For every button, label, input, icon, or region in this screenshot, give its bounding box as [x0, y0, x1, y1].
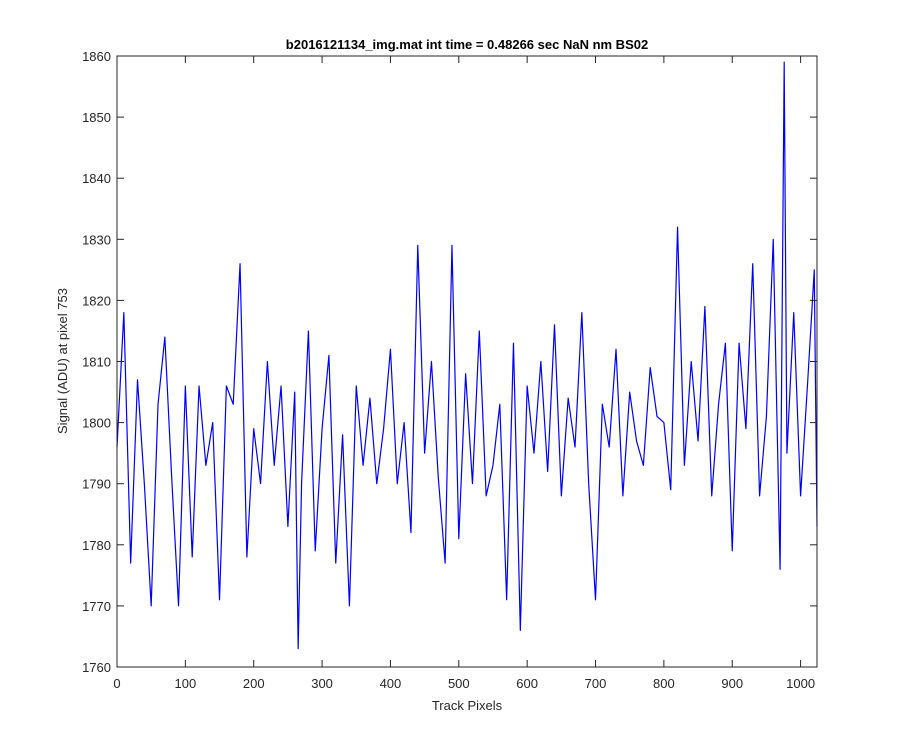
x-tick-label: 400: [380, 676, 402, 691]
y-tick-label: 1850: [82, 110, 111, 125]
series-line: [116, 61, 818, 650]
x-axis-label: Track Pixels: [432, 698, 503, 713]
y-tick-label: 1780: [82, 538, 111, 553]
y-tick-label: 1820: [82, 293, 111, 308]
x-tick-label: 900: [721, 676, 743, 691]
y-tick-label: 1830: [82, 232, 111, 247]
y-tick-label: 1770: [82, 599, 111, 614]
x-tick-label: 500: [448, 676, 470, 691]
y-axis: 1760 1770 1780 1790 1800 1810 1820 1830 1840 1850…: [82, 49, 817, 675]
x-tick-label: 1000: [786, 676, 815, 691]
y-tick-label: 1810: [82, 355, 111, 370]
series-layer: [116, 61, 818, 650]
axes-background: [117, 56, 817, 667]
x-tick-label: 800: [653, 676, 675, 691]
x-tick-label: 100: [175, 676, 197, 691]
x-axis: 0 100 200 300 400 500 600 700 800 900 1000: [113, 56, 815, 691]
y-tick-label: 1790: [82, 477, 111, 492]
x-tick-label: 0: [113, 676, 120, 691]
x-tick-label: 700: [585, 676, 607, 691]
y-tick-label: 1840: [82, 171, 111, 186]
x-tick-label: 200: [243, 676, 265, 691]
x-tick-label: 600: [516, 676, 538, 691]
x-tick-label: 300: [311, 676, 333, 691]
y-tick-label: 1860: [82, 49, 111, 64]
y-tick-label: 1800: [82, 416, 111, 431]
chart-title: b2016121134_img.mat int time = 0.48266 s…: [286, 37, 648, 52]
y-tick-label: 1760: [82, 660, 111, 675]
y-axis-label: Signal (ADU) at pixel 753: [55, 288, 70, 434]
